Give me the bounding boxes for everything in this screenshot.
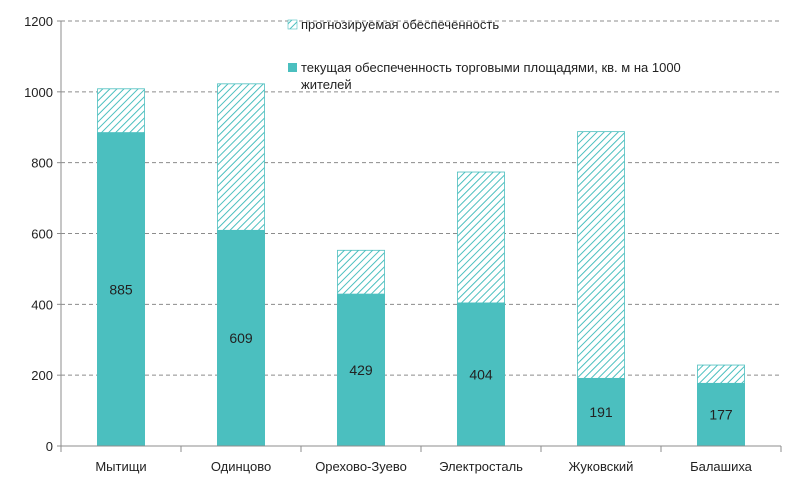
- x-tick-label: Мытищи: [95, 459, 146, 474]
- data-label: 177: [709, 407, 733, 423]
- bar-forecast: [697, 364, 745, 384]
- bar-current: [457, 302, 505, 446]
- data-label: 191: [589, 404, 613, 420]
- bar-forecast: [97, 88, 145, 133]
- bar-forecast: [457, 171, 505, 304]
- bar-current: [217, 230, 265, 446]
- legend: прогнозируемая обеспеченность текущая об…: [287, 17, 681, 92]
- bar-forecast: [217, 83, 265, 231]
- x-tick-label: Одинцово: [211, 459, 271, 474]
- bar-current: [337, 294, 385, 446]
- x-tick-label: Балашиха: [690, 459, 753, 474]
- y-tick-label: 400: [31, 297, 53, 312]
- gridlines: [61, 20, 781, 376]
- bar-forecast: [337, 249, 385, 295]
- bar-forecast: [577, 131, 625, 379]
- bar-current: [577, 378, 625, 446]
- y-tick-label: 600: [31, 227, 53, 242]
- bar-current: [97, 132, 145, 446]
- legend-swatch-current: [288, 63, 297, 72]
- legend-swatch-forecast: [287, 19, 298, 30]
- y-tick-label: 200: [31, 368, 53, 383]
- y-tick-label: 800: [31, 156, 53, 171]
- x-tick-label: Орехово-Зуево: [315, 459, 407, 474]
- x-tick-label: Жуковский: [569, 459, 634, 474]
- legend-label-forecast: прогнозируемая обеспеченность: [301, 17, 499, 32]
- bar-current: [697, 383, 745, 446]
- data-label: 885: [109, 281, 133, 297]
- legend-label-current-line1: текущая обеспеченность торговыми площадя…: [301, 60, 681, 75]
- y-tick-label: 1200: [24, 14, 53, 29]
- axes: [57, 20, 782, 452]
- y-tick-label: 0: [46, 439, 53, 454]
- data-label: 404: [469, 366, 493, 382]
- legend-label-current-line2: жителей: [301, 77, 352, 92]
- data-label: 609: [229, 330, 253, 346]
- data-label: 429: [349, 362, 373, 378]
- bars: [97, 83, 745, 446]
- labels: 0 200 400 600 800 1000 1200 885 Мытищи 609 Одинцов…: [24, 14, 753, 474]
- y-tick-label: 1000: [24, 85, 53, 100]
- x-tick-label: Электросталь: [439, 459, 523, 474]
